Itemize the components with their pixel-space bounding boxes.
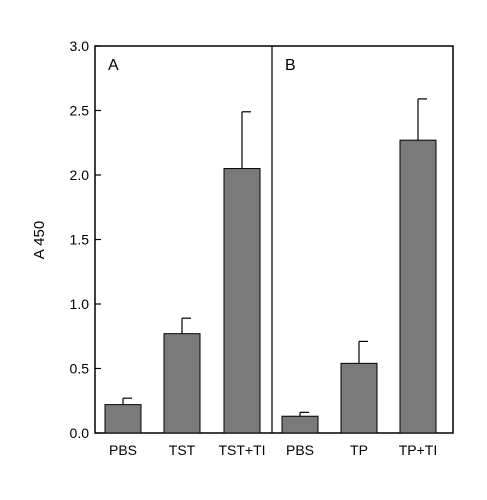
bar-b-tp-plus-ti xyxy=(399,139,437,434)
y-tick-label: 2.5 xyxy=(70,103,90,119)
x-tick-label: TP xyxy=(350,442,368,458)
plot-frame xyxy=(94,45,454,434)
bar-a-pbs xyxy=(104,404,142,434)
bar-b-pbs xyxy=(281,415,319,434)
panel-label-a: A xyxy=(108,57,119,74)
y-tick-label: 2.0 xyxy=(70,167,90,183)
bar-b-tp xyxy=(340,362,378,434)
y-axis-title: A 450 xyxy=(31,221,48,259)
x-tick-label: TST xyxy=(169,442,196,458)
x-tick-label: PBS xyxy=(109,442,137,458)
y-tick-label: 3.0 xyxy=(70,38,90,54)
x-tick-label: PBS xyxy=(286,442,314,458)
x-tick-label: TST+TI xyxy=(218,442,265,458)
y-tick-label: 1.5 xyxy=(70,232,90,248)
plot-area: 0.0 0.5 1.0 1.5 2.0 2.5 3.0 A PBS TST TST+TI B PBS TP… xyxy=(70,38,454,458)
y-tick-label: 0.0 xyxy=(70,425,90,441)
bar-a-tst-plus-ti xyxy=(223,168,261,434)
y-tick-label: 1.0 xyxy=(70,296,90,312)
panel-label-b: B xyxy=(285,57,296,74)
x-tick-label: TP+TI xyxy=(399,442,438,458)
y-tick-label: 0.5 xyxy=(70,361,90,377)
bar-a-tst xyxy=(163,333,201,434)
